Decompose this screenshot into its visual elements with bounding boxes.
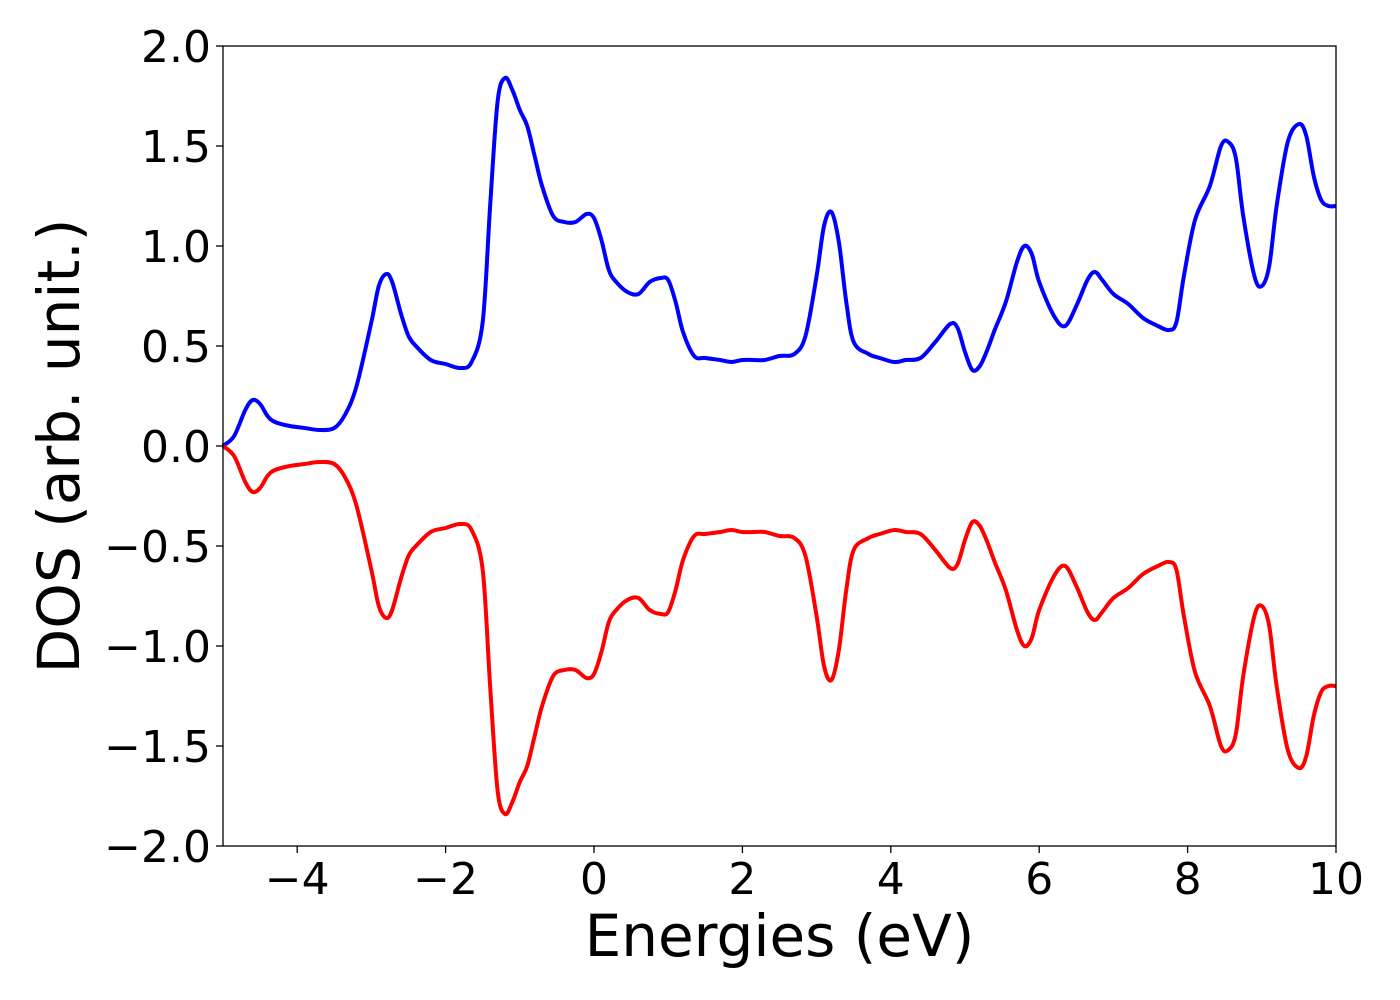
y-axis-title: DOS (arb. unit.) (25, 219, 93, 674)
y-tick-label: 1.5 (141, 122, 211, 173)
x-tick-label: 0 (580, 854, 608, 905)
y-axis: 2.0 1.5 1.0 0.5 0.0 −0.5 −1.0 −1.5 −2.0 (104, 22, 223, 873)
x-tick-label: 8 (1174, 854, 1202, 905)
x-axis-title: Energies (eV) (585, 902, 975, 970)
x-tick-label: 4 (877, 854, 905, 905)
y-tick-label: 2.0 (141, 22, 211, 73)
x-axis: −4 −2 0 2 4 6 8 10 (265, 846, 1364, 905)
x-tick-label: 6 (1025, 854, 1053, 905)
plot-frame (222, 45, 1337, 847)
x-tick-label: −4 (265, 854, 330, 905)
y-tick-label: 1.0 (141, 222, 211, 273)
y-tick-label: −1.0 (104, 622, 211, 673)
dos-line-negative (221, 444, 1337, 817)
dos-line-positive (221, 75, 1337, 448)
x-tick-label: −2 (413, 854, 478, 905)
y-tick-label: −1.5 (104, 722, 211, 773)
y-tick-label: 0.0 (141, 422, 211, 473)
y-tick-label: −2.0 (104, 822, 211, 873)
x-tick-label: 2 (728, 854, 756, 905)
x-tick-label: 10 (1308, 854, 1364, 905)
y-tick-label: 0.5 (141, 322, 211, 373)
y-tick-label: −0.5 (104, 522, 211, 573)
series-layer (221, 75, 1337, 817)
